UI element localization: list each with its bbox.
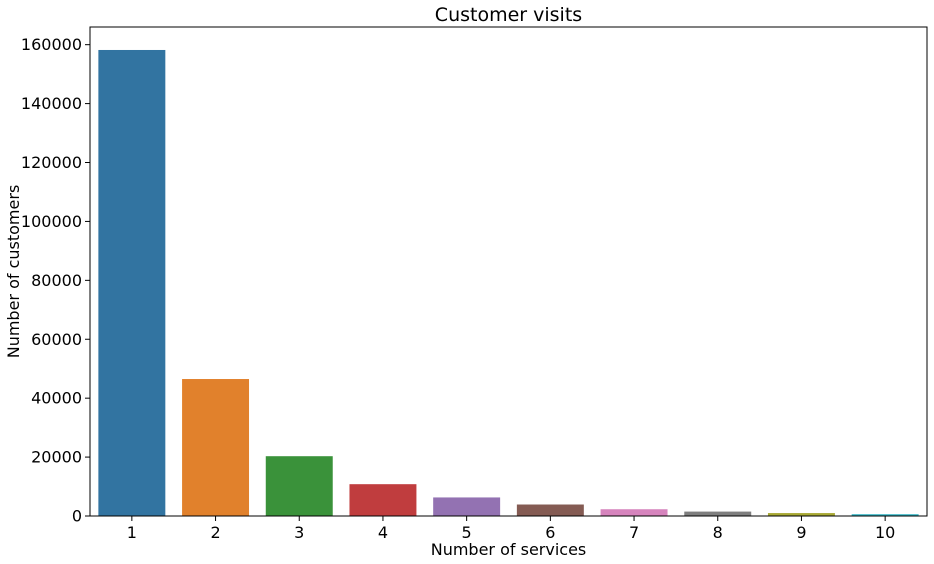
y-tick-label: 120000 [21,153,82,172]
y-tick-label: 20000 [31,448,82,467]
plot-area: 0 20000 40000 60000 80000 100000 120000 140000 1… [21,26,928,542]
y-axis-title: Number of customers [4,185,23,359]
bar-10 [851,514,919,516]
bar-2 [182,379,250,516]
x-tick-label: 1 [127,523,137,542]
y-tick-label: 140000 [21,94,82,113]
bar-5 [433,497,501,516]
bar-1 [98,49,166,516]
y-tick-label: 40000 [31,389,82,408]
x-tick-label: 4 [378,523,388,542]
x-tick-label: 9 [796,523,806,542]
x-tick-label: 5 [462,523,472,542]
bar-9 [767,513,835,516]
chart-title: Customer visits [435,4,582,26]
axes-frame [89,26,928,517]
y-tick-label: 160000 [21,35,82,54]
y-tick-label: 0 [72,507,82,526]
x-axis-title: Number of services [431,540,587,559]
y-tick-label: 80000 [31,271,82,290]
bar-8 [684,511,752,516]
x-tick-label: 7 [629,523,639,542]
bar-3 [265,456,333,516]
x-tick-label: 6 [545,523,555,542]
x-tick-label: 10 [875,523,895,542]
x-tick-label: 8 [713,523,723,542]
bar-4 [349,484,417,516]
bar-6 [516,504,584,516]
y-tick-label: 60000 [31,330,82,349]
bar-7 [600,509,668,516]
x-tick-label: 3 [294,523,304,542]
x-tick-label: 2 [210,523,220,542]
y-tick-label: 100000 [21,212,82,231]
